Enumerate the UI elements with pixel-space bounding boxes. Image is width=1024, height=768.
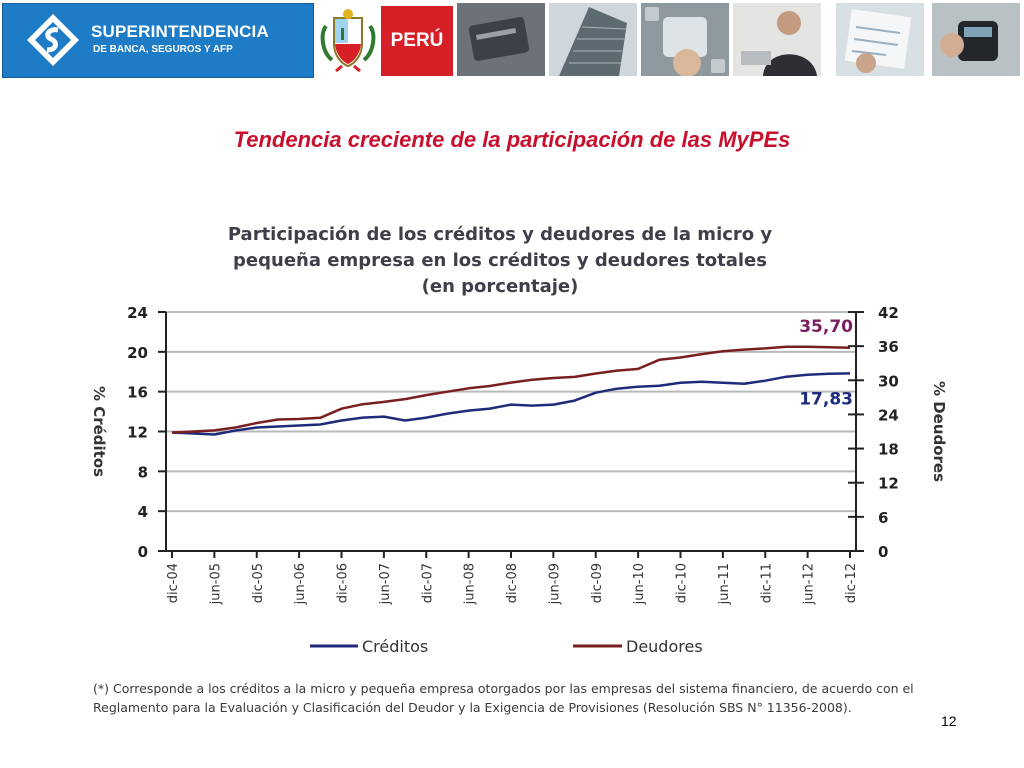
x-tick-label: dic-12 [844, 563, 859, 603]
x-tick-label: jun-06 [293, 563, 308, 605]
series-line-crditos [171, 372, 851, 436]
sbs-logo-box: SUPERINTENDENCIA DE BANCA, SEGUROS Y AFP [2, 3, 314, 78]
y-left-tick-label: 8 [138, 463, 148, 481]
chart-title: Participación de los créditos y deudores… [150, 222, 850, 300]
credit-card-photo-icon [457, 3, 545, 76]
x-tick-label: dic-09 [590, 563, 605, 603]
annotation-deudores-end: 35,70 [799, 317, 853, 337]
y-left-tick-label: 16 [127, 384, 148, 402]
x-tick-label: dic-08 [505, 563, 520, 603]
keyboard-enter-photo-icon [641, 3, 729, 76]
y-right-tick-label: 36 [878, 338, 899, 356]
x-tick-label: jun-09 [547, 563, 562, 605]
x-tick-label: dic-11 [759, 563, 774, 603]
series-line-deudores [171, 345, 851, 434]
annotation-creditos-end: 17,83 [799, 389, 853, 409]
chart-title-line-2: pequeña empresa en los créditos y deudor… [233, 250, 767, 271]
document-signing-photo-icon [836, 3, 924, 76]
y-right-tick-label: 18 [878, 441, 899, 459]
country-label: PERÚ [390, 30, 444, 51]
card-terminal-photo-icon [932, 3, 1020, 76]
y-left-tick-label: 12 [127, 424, 148, 442]
y-left-tick-label: 0 [138, 543, 148, 561]
x-tick-label: jun-10 [632, 563, 647, 605]
x-tick-label: dic-05 [251, 563, 266, 603]
slide-title: Tendencia creciente de la participación … [233, 127, 791, 152]
header-banner: SUPERINTENDENCIA DE BANCA, SEGUROS Y AFP… [0, 0, 1024, 80]
x-tick-label: dic-04 [166, 563, 181, 603]
legend-label: Deudores [626, 637, 703, 656]
y-axis-right-title: % Deudores [930, 381, 948, 482]
y-right-tick-label: 12 [878, 475, 899, 493]
peru-brand-box: PERÚ [381, 6, 453, 76]
org-name: SUPERINTENDENCIA [91, 22, 269, 41]
chart-title-line-1: Participación de los créditos y deudores… [227, 224, 773, 245]
y-left-tick-label: 20 [127, 344, 148, 362]
x-tick-label: jun-08 [463, 563, 478, 605]
legend-label: Créditos [362, 637, 428, 656]
chart-title-line-3: (en porcentaje) [421, 276, 579, 297]
x-tick-label: jun-05 [208, 563, 223, 605]
x-tick-label: dic-07 [420, 563, 435, 603]
y-right-tick-label: 6 [878, 509, 888, 527]
businessman-photo-icon [733, 3, 821, 76]
sbs-diamond-logo-icon [27, 14, 79, 66]
y-left-tick-label: 24 [127, 304, 148, 322]
peru-coat-of-arms-icon [320, 9, 376, 72]
x-tick-label: dic-10 [675, 563, 690, 603]
y-axis-left-title: % Créditos [90, 386, 108, 477]
page-number: 12 [941, 713, 957, 729]
x-tick-label: dic-06 [336, 563, 351, 603]
y-right-tick-label: 42 [878, 304, 899, 322]
y-right-tick-label: 30 [878, 372, 899, 390]
footnote: (*) Corresponde a los créditos a la micr… [93, 681, 914, 715]
org-subtitle: DE BANCA, SEGUROS Y AFP [93, 44, 233, 55]
x-tick-label: jun-12 [802, 563, 817, 605]
y-left-tick-label: 4 [138, 503, 148, 521]
x-tick-label: jun-07 [378, 563, 393, 605]
building-photo-icon [549, 3, 637, 76]
y-right-tick-label: 0 [878, 543, 888, 561]
x-tick-label: jun-11 [717, 563, 732, 605]
y-right-tick-label: 24 [878, 406, 899, 424]
